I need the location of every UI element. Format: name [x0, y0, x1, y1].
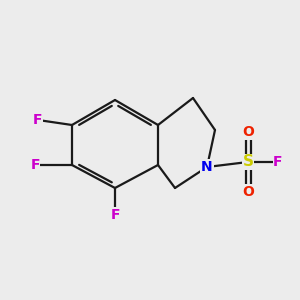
Text: S: S [242, 154, 253, 169]
Text: F: F [273, 155, 283, 169]
Text: F: F [33, 113, 43, 127]
Text: O: O [242, 125, 254, 139]
Text: N: N [201, 160, 213, 174]
Text: F: F [30, 158, 40, 172]
Text: O: O [242, 185, 254, 199]
Text: F: F [110, 208, 120, 222]
